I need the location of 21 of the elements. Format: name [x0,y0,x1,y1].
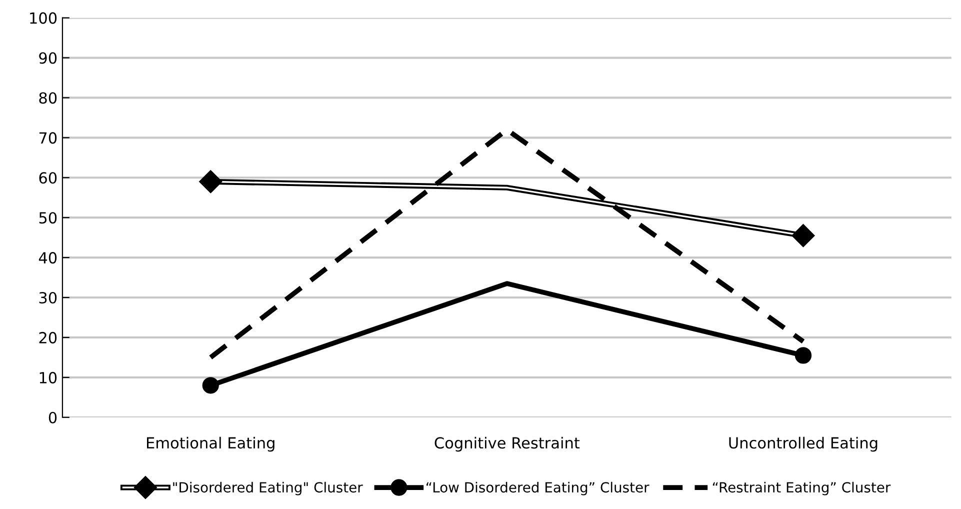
y-tick-label: 30 [39,292,57,304]
x-tick-label: Uncontrolled Eating [729,436,878,452]
y-tick-label: 20 [39,332,57,344]
y-tick-label: 0 [48,412,57,424]
y-tick-label: 10 [40,372,57,384]
legend-label: “Restraint Eating” Cluster [712,482,891,496]
y-tick-label: 100 [30,12,57,24]
x-tick-label: Emotional Eating [147,436,274,452]
point [792,224,814,246]
point [202,377,219,394]
point [200,171,222,192]
y-tick-label: 50 [39,212,57,224]
y-tick-label: 80 [39,92,57,104]
point [794,347,812,364]
legend-label: “Low Disordered Eating” Cluster [426,482,650,496]
y-tick-label: 90 [39,52,57,64]
x-tick-label: Cognitive Restraint [434,436,580,452]
y-tick-label: 70 [39,132,57,144]
y-tick-label: 40 [38,252,57,264]
legend-label: "Disordered Eating" Cluster [173,482,363,496]
y-tick-label: 60 [39,172,57,184]
